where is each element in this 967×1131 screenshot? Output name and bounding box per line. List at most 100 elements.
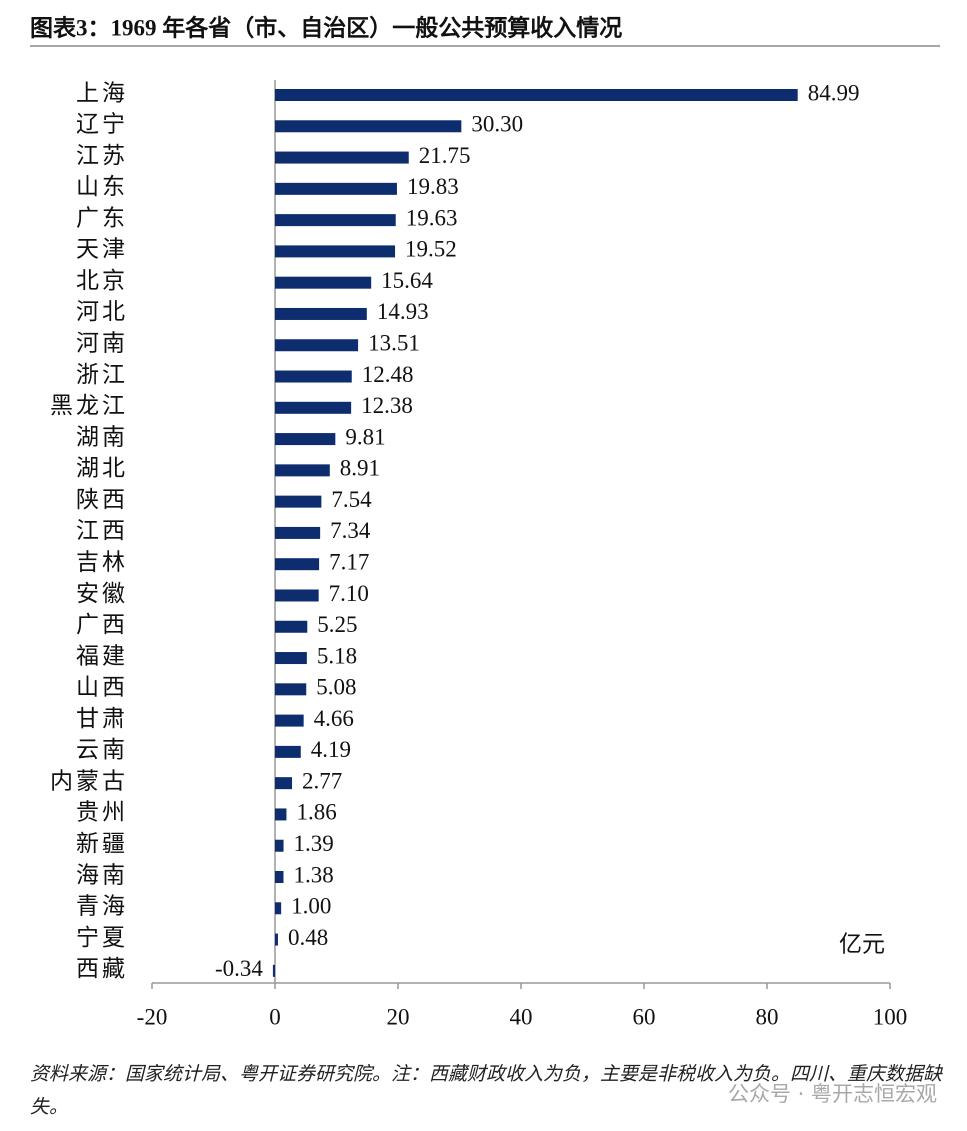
y-tick-label: 湖南 (76, 424, 128, 449)
bar (275, 558, 320, 571)
y-tick-label: 内蒙古 (50, 768, 128, 793)
value-label: 21.75 (419, 143, 471, 168)
y-tick-label: 江西 (76, 518, 128, 543)
y-tick-label: 天津 (76, 237, 128, 262)
value-label: 2.77 (302, 768, 342, 793)
y-tick-label: 云南 (76, 737, 128, 762)
value-label: 4.66 (314, 706, 354, 731)
y-tick-label: 北京 (76, 268, 128, 293)
y-tick-label: 河北 (76, 299, 128, 324)
x-tick-label: 40 (510, 1004, 533, 1029)
bar (275, 401, 352, 414)
y-tick-label: 山东 (76, 174, 128, 199)
bar (275, 89, 798, 101)
chart: 图表3：1969 年各省（市、自治区）一般公共预算收入情况 亿元 -20 0 20 4… (30, 14, 940, 1029)
bar (275, 714, 304, 727)
y-tick-label: 安徽 (76, 581, 128, 606)
value-label: 9.81 (345, 424, 385, 449)
bar (275, 526, 321, 539)
value-label: 7.17 (329, 549, 369, 574)
value-label: 19.52 (405, 237, 457, 262)
bar (275, 182, 397, 195)
y-tick-label: 河南 (76, 331, 128, 356)
value-label: 8.91 (340, 456, 380, 481)
bar (275, 652, 307, 665)
bar (275, 745, 301, 758)
y-tick-label: 江苏 (76, 143, 128, 168)
value-label: 4.19 (311, 737, 351, 762)
chart-title: 图表3：1969 年各省（市、自治区）一般公共预算收入情况 (30, 14, 622, 40)
value-label: 5.25 (317, 612, 357, 637)
bar (275, 620, 308, 633)
bar (275, 589, 319, 602)
y-tick-label: 湖北 (76, 456, 128, 481)
y-tick-label: 上海 (76, 80, 128, 105)
value-label: 15.64 (381, 268, 433, 293)
y-tick-label: 广西 (76, 612, 128, 637)
y-tick-label: 青海 (76, 894, 128, 919)
y-tick-label: 海南 (76, 862, 128, 887)
unit-label: 亿元 (839, 931, 885, 956)
value-label: 19.63 (406, 205, 458, 230)
value-label: 13.51 (368, 331, 420, 356)
value-label: -0.34 (215, 956, 263, 981)
bar (275, 151, 409, 164)
x-tick-label: 20 (387, 1004, 410, 1029)
y-tick-label: 浙江 (76, 362, 128, 387)
value-label: 1.00 (291, 894, 331, 919)
bar (275, 120, 462, 133)
source-note: 资料来源：国家统计局、粤开证券研究院。注：西藏财政收入为负，主要是非税收入为负。… (30, 1064, 943, 1118)
value-label: 19.83 (407, 174, 459, 199)
y-tick-label: 黑龙江 (50, 393, 128, 418)
y-tick-label: 吉林 (76, 549, 128, 574)
value-label: 12.38 (361, 393, 413, 418)
x-tick-label: 60 (633, 1004, 656, 1029)
value-label: 1.86 (296, 800, 336, 825)
bar (275, 339, 359, 352)
x-tick-label: 80 (756, 1004, 779, 1029)
value-label: 7.10 (329, 581, 369, 606)
value-label: 5.08 (316, 675, 356, 700)
value-label: 14.93 (377, 299, 429, 324)
value-label: 1.38 (293, 862, 333, 887)
y-tick-label: 新疆 (76, 831, 128, 856)
watermark: 公众号 · 粤开志恒宏观 (727, 1082, 937, 1106)
bar (275, 933, 278, 946)
bar (275, 370, 352, 383)
bar (275, 276, 372, 289)
x-tick-label: 100 (873, 1004, 908, 1029)
bar (275, 777, 293, 790)
y-tick-label: 陕西 (76, 487, 128, 512)
y-tick-label: 山西 (76, 675, 128, 700)
value-label: 7.54 (331, 487, 372, 512)
x-tick-label: 0 (269, 1004, 281, 1029)
value-label: 84.99 (808, 80, 860, 105)
value-label: 12.48 (362, 362, 414, 387)
value-label: 7.34 (330, 518, 371, 543)
bar (275, 871, 284, 883)
bar (275, 464, 330, 477)
bar (275, 214, 396, 227)
bar (275, 839, 284, 852)
bar (275, 495, 322, 508)
y-tick-label: 甘肃 (76, 706, 128, 731)
value-label: 0.48 (288, 925, 328, 950)
y-tick-label: 广东 (76, 205, 128, 230)
x-tick-label: -20 (137, 1004, 168, 1029)
bar (275, 808, 287, 821)
y-tick-label: 贵州 (76, 800, 128, 825)
bar (272, 964, 275, 977)
value-label: 5.18 (317, 643, 357, 668)
bar (275, 902, 282, 915)
bar (275, 245, 396, 258)
y-tick-label: 宁夏 (76, 925, 128, 950)
y-tick-label: 福建 (76, 643, 128, 668)
bar (275, 683, 307, 696)
y-tick-label: 西藏 (76, 956, 128, 981)
bar (275, 307, 367, 320)
value-label: 30.30 (471, 112, 523, 137)
y-tick-label: 辽宁 (76, 112, 128, 137)
value-label: 1.39 (294, 831, 334, 856)
bar (275, 433, 336, 446)
